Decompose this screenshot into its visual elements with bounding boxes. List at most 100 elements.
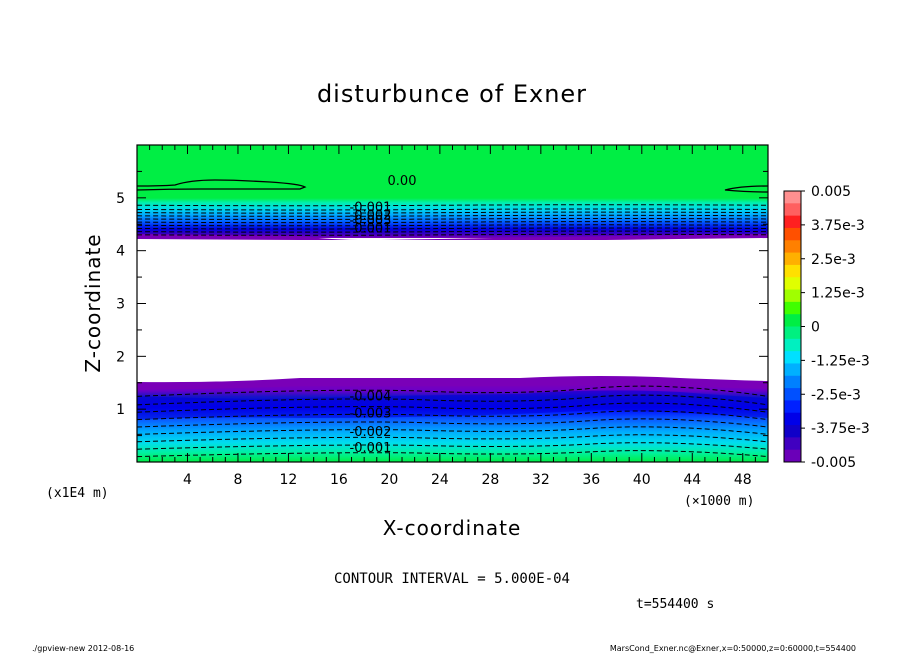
colorbar-segment bbox=[784, 215, 801, 229]
y-axis-label: Z-coordinate bbox=[81, 233, 105, 372]
x-tick-label: 44 bbox=[683, 472, 701, 488]
contour-label: -0.004 bbox=[350, 390, 392, 405]
y-tick-label: 2 bbox=[116, 349, 125, 365]
x-tick-label: 24 bbox=[431, 472, 449, 488]
colorbar-segment bbox=[784, 449, 801, 463]
colorbar-segment bbox=[784, 240, 801, 254]
contour-line bbox=[136, 410, 769, 421]
colorbar-segment bbox=[784, 375, 801, 389]
colorbar-segment bbox=[784, 400, 801, 414]
chart-title: disturbunce of Exner bbox=[317, 80, 587, 108]
colorbar-segment bbox=[784, 227, 801, 241]
colorbar-segment bbox=[784, 289, 801, 303]
contour-line bbox=[136, 434, 769, 443]
time-text: t=554400 s bbox=[636, 597, 714, 612]
contour-line bbox=[136, 217, 769, 220]
colorbar-segment bbox=[784, 338, 801, 352]
colorbar-segment bbox=[784, 252, 801, 266]
contour-line bbox=[136, 385, 769, 397]
x-tick-label: 4 bbox=[183, 472, 192, 488]
footer-left: ./gpview-new 2012-08-16 bbox=[32, 644, 134, 653]
contour-label: -0.001 bbox=[350, 222, 392, 237]
x-tick-label: 32 bbox=[532, 472, 550, 488]
contour-lines bbox=[136, 204, 769, 458]
x-tick-label: 40 bbox=[633, 472, 651, 488]
colorbar-segment bbox=[784, 314, 801, 327]
colorbar-tick-label: 3.75e-3 bbox=[811, 218, 865, 234]
contour-label: -0.002 bbox=[350, 425, 392, 440]
contour-labels: 0.00-0.001-0.002-0.003-0.001-0.004-0.003… bbox=[350, 172, 421, 456]
contour-interval-text: CONTOUR INTERVAL = 5.000E-04 bbox=[334, 571, 570, 587]
colorbar-segment bbox=[784, 412, 801, 426]
contour-line bbox=[136, 224, 769, 227]
contour-label: 0.00 bbox=[388, 174, 417, 189]
x-tick-labels: 4 8 12 16 20 24 28 32 36 40 44 48 bbox=[183, 472, 752, 488]
colorbar-tick-label: -2.5e-3 bbox=[811, 387, 861, 403]
y-tick-label: 5 bbox=[116, 191, 125, 207]
upper-green-region bbox=[137, 145, 768, 199]
contour-label-bg bbox=[383, 172, 421, 186]
middle-neutral-region bbox=[137, 240, 768, 382]
x-tick-label: 12 bbox=[280, 472, 298, 488]
colorbar-segment bbox=[784, 425, 801, 438]
y-unit-label: (x1E4 m) bbox=[46, 486, 109, 501]
contour-line bbox=[136, 233, 769, 236]
x-unit-label: (×1000 m) bbox=[684, 494, 754, 509]
contour-line bbox=[136, 227, 769, 230]
contour-line bbox=[136, 394, 769, 406]
colorbar bbox=[783, 190, 805, 463]
contour-line bbox=[136, 230, 769, 233]
colorbar-labels: 0.005 3.75e-3 2.5e-3 1.25e-3 0 -1.25e-3 -2.5e-… bbox=[811, 184, 870, 471]
contour-label: -0.001 bbox=[350, 200, 392, 215]
plot-area bbox=[137, 145, 768, 462]
x-tick-label: 20 bbox=[380, 472, 398, 488]
contour-line bbox=[136, 442, 769, 450]
x-tick-label: 28 bbox=[481, 472, 499, 488]
colorbar-segment bbox=[784, 301, 801, 315]
y-tick-label: 1 bbox=[116, 402, 125, 418]
colorbar-tick-label: 0 bbox=[811, 320, 820, 336]
lower-band-core bbox=[137, 390, 768, 420]
colorbar-segment bbox=[784, 264, 801, 278]
contour-line bbox=[136, 426, 769, 435]
contour-line bbox=[136, 402, 769, 413]
y-tick-label: 3 bbox=[116, 297, 125, 313]
contour-label: -0.003 bbox=[350, 406, 392, 421]
colorbar-segment bbox=[784, 203, 801, 217]
contour-label: -0.001 bbox=[350, 441, 392, 456]
contour-line bbox=[136, 208, 769, 211]
colorbar-tick-label: -0.005 bbox=[811, 455, 856, 471]
colorbar-segment bbox=[784, 326, 801, 340]
zero-contour bbox=[136, 179, 769, 193]
colorbar-tick-label: 2.5e-3 bbox=[811, 252, 856, 268]
x-axis-label: X-coordinate bbox=[383, 516, 522, 540]
x-axis-ticks bbox=[149, 145, 756, 462]
x-tick-label: 8 bbox=[233, 472, 242, 488]
upper-purple-edge bbox=[137, 234, 768, 244]
colorbar-tick-label: 1.25e-3 bbox=[811, 286, 865, 302]
contour-label: -0.003 bbox=[350, 214, 392, 229]
colorbar-segment bbox=[784, 363, 801, 377]
x-tick-label: 16 bbox=[330, 472, 348, 488]
contour-line bbox=[136, 418, 769, 428]
colorbar-segment bbox=[784, 191, 801, 204]
colorbar-segment bbox=[784, 388, 801, 401]
colorbar-segment bbox=[784, 351, 801, 364]
footer-right: MarsCond_Exner.nc@Exner,x=0:50000,z=0:60… bbox=[610, 644, 856, 653]
colorbar-tick-label: -1.25e-3 bbox=[811, 353, 870, 369]
y-tick-labels: 1 2 3 4 5 bbox=[116, 191, 125, 418]
y-axis-ticks bbox=[137, 170, 768, 437]
contour-label: -0.002 bbox=[350, 208, 392, 223]
contour-line bbox=[136, 214, 769, 217]
contour-line bbox=[136, 204, 769, 207]
colorbar-tick-label: 0.005 bbox=[811, 184, 851, 200]
colorbar-segment bbox=[784, 277, 801, 291]
x-tick-label: 48 bbox=[734, 472, 752, 488]
x-tick-label: 36 bbox=[582, 472, 600, 488]
contour-line bbox=[136, 211, 769, 214]
contour-line bbox=[136, 221, 769, 224]
y-tick-label: 4 bbox=[116, 244, 125, 260]
colorbar-segment bbox=[784, 437, 801, 451]
colorbar-tick-label: -3.75e-3 bbox=[811, 421, 870, 437]
